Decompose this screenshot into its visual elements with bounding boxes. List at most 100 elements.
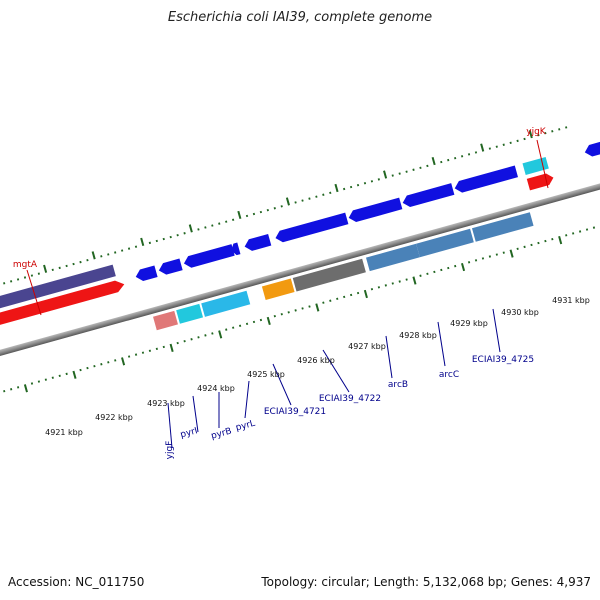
gene-feature-steel-blue[interactable]	[416, 228, 474, 258]
major-tick	[334, 183, 339, 193]
gene-feature-cyan[interactable]	[176, 303, 204, 324]
minor-tick	[516, 139, 519, 143]
minor-tick	[245, 322, 249, 326]
major-tick	[169, 343, 174, 352]
minor-tick	[308, 197, 311, 200]
minor-tick	[176, 341, 179, 345]
minor-tick	[65, 264, 68, 268]
major-tick	[266, 316, 271, 326]
gene-label-pyrI: pyrI	[179, 426, 198, 440]
yjgF-leader	[167, 402, 173, 449]
minor-tick	[537, 133, 540, 137]
minor-tick	[440, 268, 443, 272]
minor-tick	[308, 305, 311, 308]
minor-tick	[107, 253, 110, 256]
minor-tick	[280, 313, 283, 316]
minor-tick	[259, 210, 263, 214]
gene-feature-pink[interactable]	[153, 310, 178, 331]
minor-tick	[544, 239, 547, 243]
major-tick	[121, 357, 126, 366]
ECIAI39_4722-leader	[322, 349, 350, 393]
minor-tick	[211, 224, 214, 227]
gene-feature-light-cyan[interactable]	[201, 290, 251, 317]
gene-feature-blue[interactable]	[230, 242, 241, 257]
minor-tick	[232, 326, 235, 329]
scale-label: 4922 kbp	[95, 413, 133, 422]
major-tick	[558, 236, 563, 245]
minor-tick	[252, 320, 256, 324]
minor-tick	[3, 282, 6, 285]
minor-tick	[245, 214, 249, 218]
minor-tick	[79, 260, 82, 264]
gene-feature-blue[interactable]	[401, 183, 455, 208]
minor-tick	[349, 293, 353, 297]
gene-feature-orange[interactable]	[261, 278, 295, 301]
minor-tick	[218, 222, 221, 225]
minor-tick	[322, 301, 325, 304]
minor-tick	[343, 295, 346, 299]
ECIAI39_4725-leader	[492, 308, 501, 353]
gene-feature-steel-blue[interactable]	[365, 243, 420, 272]
gene-feature-purple[interactable]	[0, 264, 116, 316]
minor-tick	[405, 170, 408, 173]
gene-feature-red[interactable]	[526, 172, 555, 191]
minor-tick	[86, 366, 89, 370]
gene-label-yjgK: yjgK	[526, 127, 547, 137]
gene-feature-red-mgtA[interactable]	[0, 278, 126, 332]
major-tick	[91, 251, 96, 260]
minor-tick	[370, 288, 374, 291]
scale-label: 4926 kbp	[297, 356, 335, 365]
minor-tick	[197, 336, 200, 339]
genome-stats-text: Topology: circular; Length: 5,132,068 bp…	[261, 575, 591, 589]
major-tick	[431, 156, 436, 166]
gene-feature-blue[interactable]	[134, 265, 158, 282]
minor-tick	[565, 126, 568, 129]
minor-tick	[363, 182, 367, 185]
minor-tick	[58, 374, 61, 377]
gene-feature-blue[interactable]	[347, 197, 403, 224]
minor-tick	[495, 253, 498, 256]
minor-tick	[502, 143, 505, 146]
mgtA-leader	[26, 269, 42, 316]
minor-tick	[266, 208, 269, 212]
major-tick	[285, 197, 290, 206]
minor-tick	[114, 359, 117, 362]
ECIAI39_4721-leader	[272, 363, 292, 406]
minor-tick	[51, 376, 54, 379]
gene-feature-gray[interactable]	[292, 258, 366, 292]
gene-feature-blue[interactable]	[243, 233, 272, 253]
minor-tick	[120, 249, 124, 252]
gene-feature-steel-blue[interactable]	[471, 212, 534, 242]
minor-tick	[356, 291, 360, 295]
gene-label-ECIAI39_4721: ECIAI39_4721	[264, 407, 326, 417]
gene-feature-blue[interactable]	[182, 244, 235, 269]
gene-label-pyrB: pyrB	[210, 427, 233, 442]
minor-tick	[86, 258, 89, 262]
minor-tick	[127, 355, 131, 358]
gene-label-yjgF: yjgF	[165, 441, 175, 460]
genome-backbone	[0, 167, 600, 366]
gene-feature-blue[interactable]	[453, 165, 518, 195]
minor-tick	[384, 284, 387, 287]
minor-tick	[467, 261, 471, 264]
minor-tick	[426, 272, 429, 276]
minor-tick	[162, 237, 165, 241]
minor-tick	[3, 389, 6, 393]
minor-tick	[585, 228, 589, 231]
outer-tick-track	[3, 126, 568, 285]
minor-tick	[301, 199, 304, 202]
minor-tick	[391, 282, 394, 285]
major-tick	[218, 330, 223, 339]
gene-feature-blue[interactable]	[157, 258, 183, 277]
minor-tick	[287, 311, 290, 314]
minor-tick	[44, 378, 47, 381]
major-tick	[509, 249, 514, 258]
minor-tick	[440, 160, 443, 164]
gene-feature-blue[interactable]	[274, 212, 349, 244]
minor-tick	[294, 201, 297, 204]
minor-tick	[176, 233, 179, 237]
gene-feature-blue[interactable]	[583, 131, 600, 158]
minor-tick	[537, 241, 540, 245]
minor-tick	[197, 228, 200, 231]
